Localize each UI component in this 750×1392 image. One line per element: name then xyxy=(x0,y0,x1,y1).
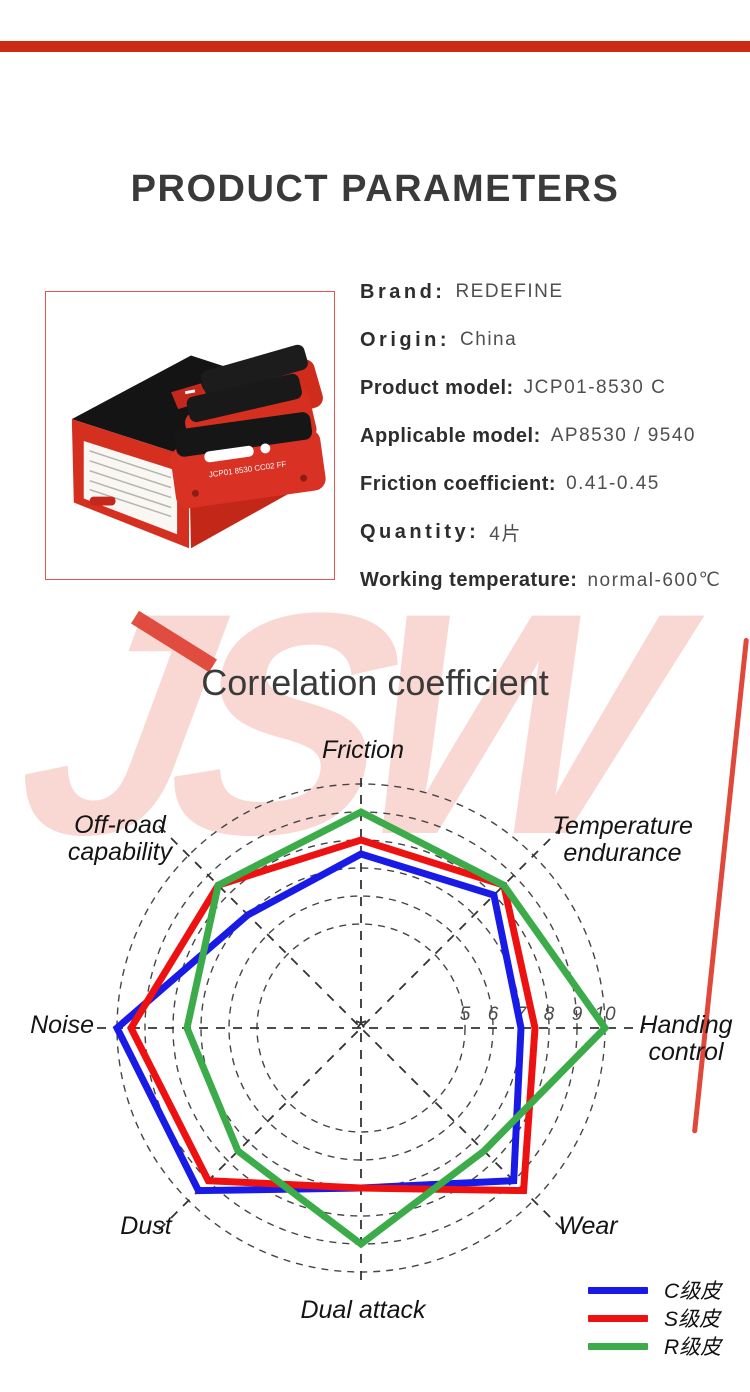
box-logo-mark xyxy=(184,389,196,395)
legend-item: R级皮 xyxy=(588,1332,721,1360)
parameter-label: Product model: xyxy=(360,376,514,399)
parameter-value: normal-600℃ xyxy=(587,569,722,591)
parameter-label: Working temperature: xyxy=(360,568,578,591)
parameter-row: Working temperature: normal-600℃ xyxy=(360,556,748,604)
parameter-label: Applicable model: xyxy=(360,424,541,447)
box-label-logo xyxy=(89,496,116,506)
axis-label-friction: Friction xyxy=(322,736,404,764)
scale-tick-label: 8 xyxy=(544,1004,555,1025)
parameter-row: Origin: China xyxy=(360,316,748,364)
page-title: PRODUCT PARAMETERS xyxy=(130,168,620,210)
axis-label-dual-attack: Dual attack xyxy=(300,1296,426,1324)
parameter-value: JCP01-8530 C xyxy=(523,377,667,398)
axis-label-noise: Noise xyxy=(30,1011,94,1039)
parameter-row: Applicable model: AP8530 / 9540 xyxy=(360,412,748,460)
legend-item: S级皮 xyxy=(588,1304,721,1332)
parameter-label: Origin: xyxy=(360,328,451,351)
parameter-value: 4片 xyxy=(489,523,522,545)
parameter-value: REDEFINE xyxy=(455,281,564,302)
chart-legend: C级皮 S级皮 R级皮 xyxy=(588,1276,721,1360)
legend-line-swatch xyxy=(588,1314,648,1322)
axis-label-temperature-endurance: Temperature endurance xyxy=(552,812,693,867)
axis-label-wear: Wear xyxy=(558,1212,618,1240)
radar-series-2 xyxy=(126,836,539,1195)
parameter-label: Friction coefficient: xyxy=(360,472,557,495)
parameter-row: Quantity: 4片 xyxy=(360,508,748,556)
brake-pad-front: JCP01 8530 CC02 FF xyxy=(170,412,326,509)
grid-spoke xyxy=(158,825,564,1231)
legend-line-swatch xyxy=(588,1286,648,1294)
parameter-value: 0.41-0.45 xyxy=(566,473,660,494)
box-label-lines xyxy=(89,450,172,518)
parameter-label: Quantity: xyxy=(360,520,480,543)
radar-center-mark: * xyxy=(355,1012,367,1045)
legend-label: S级皮 xyxy=(664,1308,721,1331)
axis-label-off-road-capability: Off-road capability xyxy=(67,811,173,866)
parameter-row: Friction coefficient: 0.41-0.45 xyxy=(360,460,748,508)
product-photo-illustration: JCP01 8530 CC02 FF xyxy=(71,344,326,549)
scale-tick-label: 6 xyxy=(488,1004,499,1025)
scale-tick-label: 9 xyxy=(572,1004,583,1025)
parameters-list: Brand: REDEFINE Origin: China Product model:… xyxy=(360,268,748,604)
legend-label: R级皮 xyxy=(664,1336,722,1359)
product-photo: JCP01 8530 CC02 FF xyxy=(45,291,335,580)
legend-label: C级皮 xyxy=(664,1280,722,1303)
legend-item: C级皮 xyxy=(588,1276,721,1304)
chart-title: Correlation coefficient xyxy=(201,662,549,703)
scale-tick-label: 5 xyxy=(460,1004,471,1025)
radar-series-3 xyxy=(183,808,610,1249)
parameter-row: Brand: REDEFINE xyxy=(360,268,748,316)
radar-chart-svg: * 5 6 7 8 9 10 xyxy=(97,778,645,1288)
top-accent-bar xyxy=(0,41,750,52)
parameter-label: Brand: xyxy=(360,280,446,303)
parameter-row: Product model: JCP01-8530 C xyxy=(360,364,748,412)
parameter-value: AP8530 / 9540 xyxy=(550,425,696,446)
parameter-value: China xyxy=(460,329,518,350)
legend-line-swatch xyxy=(588,1342,648,1350)
axis-label-handing-control: Handing control xyxy=(639,1011,733,1066)
axis-label-dust: Dust xyxy=(120,1212,172,1240)
